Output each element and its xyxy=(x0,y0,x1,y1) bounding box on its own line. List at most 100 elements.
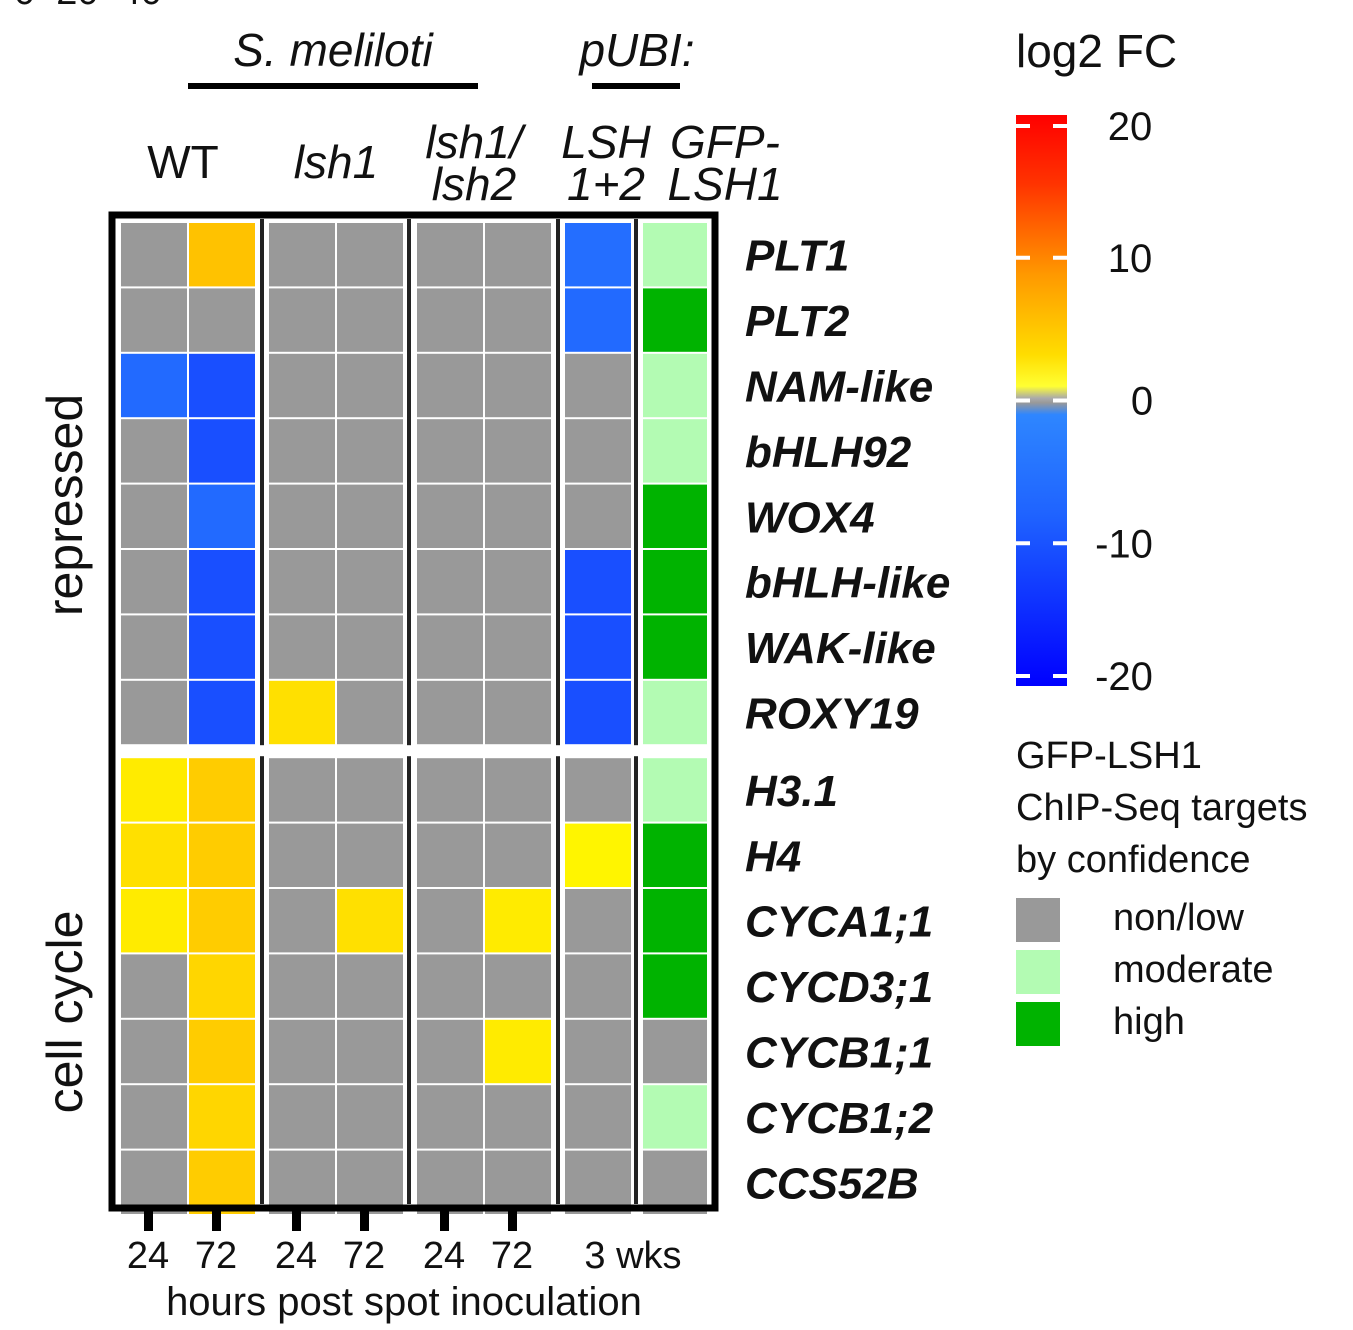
chip-confidence-cell xyxy=(643,353,707,418)
heatmap-cell xyxy=(417,680,483,745)
heatmap-cell xyxy=(189,1150,255,1214)
heatmap-cell xyxy=(337,288,403,352)
heatmap-cell xyxy=(121,1150,187,1214)
gene-label: NAM-like xyxy=(745,363,933,412)
gene-label: CYCB1;2 xyxy=(745,1094,934,1143)
heatmap-cell xyxy=(485,550,551,614)
heatmap-cell xyxy=(189,353,255,418)
heatmap-cell xyxy=(417,1150,483,1214)
chip-legend-label: non/low xyxy=(1113,897,1245,939)
heatmap-grid xyxy=(116,219,711,1214)
heatmap-cell xyxy=(485,1150,551,1214)
heatmap-cell xyxy=(485,954,551,1018)
heatmap-cell xyxy=(565,1150,631,1214)
chip-confidence-cell xyxy=(643,1150,707,1214)
heatmap-cell xyxy=(337,550,403,614)
x-tick-mark xyxy=(360,1209,369,1231)
heatmap-cell xyxy=(121,1019,187,1084)
x-tick-label: 72 xyxy=(491,1235,533,1277)
heatmap-cell xyxy=(337,615,403,679)
heatmap-cell xyxy=(121,954,187,1018)
heatmap-cell xyxy=(565,353,631,418)
heatmap-cell xyxy=(485,223,551,287)
chip-confidence-cell xyxy=(643,419,707,483)
section-divider xyxy=(116,745,711,757)
x-tick-label: 72 xyxy=(343,1235,385,1277)
x-tick-mark xyxy=(144,1209,153,1231)
gene-label: H4 xyxy=(745,832,801,881)
heatmap-cell xyxy=(417,484,483,548)
heatmap-cell xyxy=(189,550,255,614)
heatmap-cell xyxy=(485,615,551,679)
heatmap-cell xyxy=(337,1085,403,1149)
heatmap-cell xyxy=(121,823,187,887)
x-tick-label: 72 xyxy=(195,1235,237,1277)
group-separator-line xyxy=(407,219,411,1204)
gene-label: WOX4 xyxy=(745,493,875,542)
group-header-label: lsh1/ xyxy=(425,116,526,168)
gene-label: CYCD3;1 xyxy=(745,963,933,1012)
heatmap-cell xyxy=(121,288,187,352)
chip-legend-title: GFP-LSH1 xyxy=(1016,735,1202,777)
heatmap-cell xyxy=(121,615,187,679)
x-tick-mark xyxy=(292,1209,301,1231)
chip-legend-label: moderate xyxy=(1113,949,1274,991)
heatmap-cell xyxy=(337,1019,403,1084)
gene-label: CCS52B xyxy=(745,1159,919,1208)
heatmap-cell xyxy=(565,1085,631,1149)
heatmap-cell xyxy=(121,680,187,745)
colorbar-tick-label: -20 xyxy=(1095,655,1153,699)
heatmap-cell xyxy=(121,484,187,548)
chip-confidence-cell xyxy=(643,615,707,679)
x-axis-ticks: 24 72 24 72 24 72 3 wks xyxy=(127,1209,682,1277)
heatmap-cell xyxy=(189,419,255,483)
heatmap-cell xyxy=(121,223,187,287)
heatmap-cell xyxy=(485,758,551,822)
group-header-label: 1+2 xyxy=(567,158,645,210)
chip-confidence-cell xyxy=(643,1085,707,1149)
heatmap-cell xyxy=(417,550,483,614)
x-tick-mark xyxy=(508,1209,517,1231)
heatmap-cell xyxy=(269,1150,335,1214)
heatmap-cell xyxy=(337,1150,403,1214)
heatmap-cell xyxy=(337,680,403,745)
heatmap-cell xyxy=(121,758,187,822)
heatmap-cell xyxy=(417,823,483,887)
gene-label: CYCB1;1 xyxy=(745,1029,933,1078)
chip-confidence-cell xyxy=(643,823,707,887)
heatmap-cell xyxy=(269,288,335,352)
chip-confidence-cell xyxy=(643,288,707,352)
heatmap-cell xyxy=(565,615,631,679)
gene-label: PLT2 xyxy=(745,297,850,346)
group-headers: WT lsh1 lsh1/lsh2 LSH1+2 GFP-LSH1 xyxy=(147,116,782,210)
chip-legend-swatch xyxy=(1016,950,1060,994)
heatmap-cell xyxy=(565,484,631,548)
heatmap-cell xyxy=(485,889,551,953)
heatmap-cell xyxy=(269,823,335,887)
chip-confidence-cell xyxy=(643,1019,707,1084)
heatmap-cell xyxy=(417,1019,483,1084)
group-header-label: WT xyxy=(147,136,219,188)
heatmap-cell xyxy=(485,484,551,548)
colorbar-tick-label: -10 xyxy=(1095,522,1153,566)
heatmap-cell xyxy=(121,1085,187,1149)
heatmap-cell xyxy=(417,954,483,1018)
chip-confidence-cell xyxy=(643,954,707,1018)
heatmap-cell xyxy=(485,823,551,887)
gene-label: CYCA1;1 xyxy=(745,898,933,947)
x-tick-mark xyxy=(212,1209,221,1231)
x-tick-mark xyxy=(440,1209,449,1231)
chip-confidence-cell xyxy=(643,484,707,548)
heatmap-cell xyxy=(269,550,335,614)
heatmap-cell xyxy=(417,1085,483,1149)
heatmap-cell xyxy=(189,484,255,548)
colorbar-tick-label: 10 xyxy=(1108,237,1153,281)
gene-label: WAK-like xyxy=(745,624,936,673)
gene-label: H3.1 xyxy=(745,767,838,816)
chip-legend-label: high xyxy=(1113,1001,1185,1043)
heatmap-cell xyxy=(121,419,187,483)
chip-confidence-cell xyxy=(643,758,707,822)
heatmap-cell xyxy=(417,615,483,679)
x-tick-label: 24 xyxy=(423,1235,465,1277)
